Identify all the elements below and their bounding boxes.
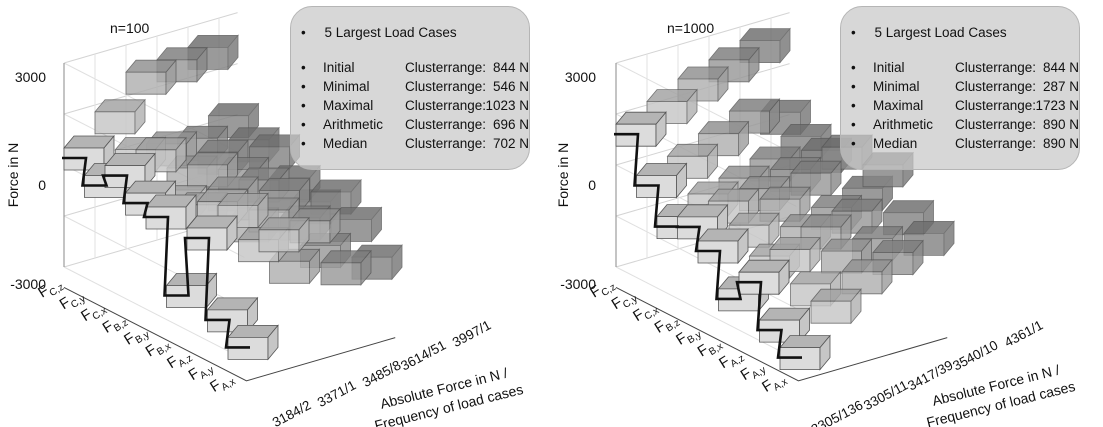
legend-row-clusterrange: Clusterrange: <box>405 98 487 113</box>
y-tick-label: -3000 <box>560 276 596 292</box>
x-tick-label: 3614/51 <box>398 337 448 373</box>
bar-box <box>186 214 238 252</box>
legend-row-value: 844 N <box>1042 60 1079 75</box>
bar-box <box>738 259 790 296</box>
legend-bullet: • <box>301 98 306 113</box>
legend-row-value: 1023 N <box>485 98 529 113</box>
y-tick-label: 3000 <box>15 69 46 85</box>
legend-row-label: Minimal <box>323 79 370 94</box>
grid-line <box>63 266 245 360</box>
chart-panel-right: n=1000 Force in N 3000 0 -3000 FC,z FC,y F… <box>552 0 1103 427</box>
legend-bullet: • <box>301 25 306 40</box>
legend-row-clusterrange: Clusterrange: <box>405 79 487 94</box>
legend-row-value: 287 N <box>1042 79 1079 94</box>
bar-box <box>258 216 310 253</box>
legend-row-clusterrange: Clusterrange: <box>955 117 1037 132</box>
legend-row-label: Minimal <box>873 79 920 94</box>
bar-box <box>268 248 321 285</box>
bar-box <box>227 324 279 361</box>
y-tick-label: 0 <box>38 177 46 193</box>
legend-bullet: • <box>851 117 856 132</box>
first-series-profile-line <box>62 156 250 349</box>
y-tick-label: 3000 <box>565 69 596 85</box>
legend-row-clusterrange: Clusterrange: <box>955 79 1037 94</box>
legend-bullet: • <box>851 98 856 113</box>
bar-box <box>125 59 177 96</box>
x-tick-label: 3540/10 <box>950 337 1000 373</box>
x-tick-label: 3305/11 <box>861 377 910 413</box>
grid-line <box>615 12 790 64</box>
bar-box <box>94 98 146 135</box>
legend-row-value: 1723 N <box>1035 98 1079 113</box>
y-tick-label: 0 <box>588 177 596 193</box>
legend-row-value: 546 N <box>492 79 529 94</box>
x-tick-label: 4361/1 <box>1002 317 1046 350</box>
legend-row-label: Arithmetic <box>323 117 384 132</box>
y-tick-label: -3000 <box>10 276 46 292</box>
legend-bullet: • <box>301 117 306 132</box>
legend-row-label: Maximal <box>873 98 924 113</box>
bar-box <box>615 111 667 148</box>
legend-row-value: 844 N <box>492 60 529 75</box>
bar-box <box>810 288 862 325</box>
legend-title-text: 5 Largest Load Cases <box>324 25 457 40</box>
legend-row-label: Arithmetic <box>873 117 934 132</box>
legend-bullet: • <box>301 79 306 94</box>
grid-line <box>615 62 797 156</box>
x-tick-label: 3305/136 <box>809 397 866 427</box>
chart-canvas-right: n=1000 Force in N 3000 0 -3000 FC,zFC,yF… <box>555 12 1077 427</box>
x-tick-label: 3485/8 <box>360 357 404 390</box>
floor-axis-line <box>615 286 948 382</box>
bar-box <box>165 272 218 309</box>
legend-row-clusterrange: Clusterrange: <box>955 98 1037 113</box>
bar-box <box>289 207 341 244</box>
legend-row-clusterrange: Clusterrange: <box>955 136 1037 151</box>
legend-row-value: 696 N <box>492 117 529 132</box>
grid-line <box>615 266 797 360</box>
y-axis-label: Force in N <box>5 143 21 208</box>
chart-title: n=100 <box>110 20 150 36</box>
x-tick-label: 3997/1 <box>450 317 494 350</box>
x-tick-label: 3371/1 <box>315 377 359 410</box>
chart-canvas-left: n=100 Force in N 3000 0 -3000 FC,zFC,yFC… <box>5 12 525 427</box>
chart-panel-left: n=100 Force in N 3000 0 -3000 FC,z FC,y FC… <box>0 0 551 427</box>
legend-row-clusterrange: Clusterrange: <box>405 60 487 75</box>
y-axis-label: Force in N <box>555 143 571 208</box>
chart-title: n=1000 <box>667 20 714 36</box>
legend-bullet: • <box>851 79 856 94</box>
legend-row-label: Median <box>323 136 368 151</box>
bar-box <box>145 193 197 231</box>
bar-box <box>320 249 372 286</box>
legend-bullet: • <box>301 136 306 151</box>
legend-bullet: • <box>851 25 856 40</box>
legend-bullet: • <box>301 60 306 75</box>
legend-row-clusterrange: Clusterrange: <box>405 136 487 151</box>
legend-title: • 5 Largest Load Cases <box>851 24 1007 42</box>
bar-box <box>841 258 893 295</box>
legend-row-clusterrange: Clusterrange: <box>955 60 1037 75</box>
legend-box: • 5 Largest Load Cases • Initial Cluster… <box>290 6 530 170</box>
legend-row-value: 890 N <box>1042 136 1079 151</box>
bars-layer <box>63 34 403 361</box>
legend-row-label: Maximal <box>323 98 374 113</box>
legend-row-clusterrange: Clusterrange: <box>405 117 487 132</box>
legend-box: • 5 Largest Load Cases • Initial Cluster… <box>840 6 1080 170</box>
legend-row-value: 890 N <box>1042 117 1079 132</box>
legend-row-label: Initial <box>323 60 355 75</box>
legend-bullet: • <box>851 136 856 151</box>
grid-line <box>63 12 238 64</box>
legend-title-text: 5 Largest Load Cases <box>874 25 1007 40</box>
legend-title: • 5 Largest Load Cases <box>301 24 457 42</box>
legend-bullet: • <box>851 60 856 75</box>
first-series-profile-line <box>614 132 802 359</box>
legend-row-label: Initial <box>873 60 905 75</box>
legend-row-label: Median <box>873 136 918 151</box>
bar-box <box>697 227 749 265</box>
floor-axis-line <box>63 286 396 382</box>
legend-row-value: 702 N <box>492 136 529 151</box>
x-tick-label: 3184/2 <box>270 397 314 427</box>
bar-box <box>779 334 831 371</box>
bar-box <box>635 162 688 199</box>
